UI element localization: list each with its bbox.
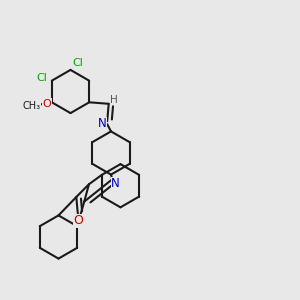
Text: CH₃: CH₃ — [22, 101, 41, 111]
Text: N: N — [98, 117, 106, 130]
Text: H: H — [110, 95, 118, 105]
Text: Cl: Cl — [73, 58, 83, 68]
Text: N: N — [111, 177, 120, 190]
Text: O: O — [43, 99, 51, 109]
Text: Cl: Cl — [37, 73, 47, 83]
Text: O: O — [73, 214, 83, 227]
